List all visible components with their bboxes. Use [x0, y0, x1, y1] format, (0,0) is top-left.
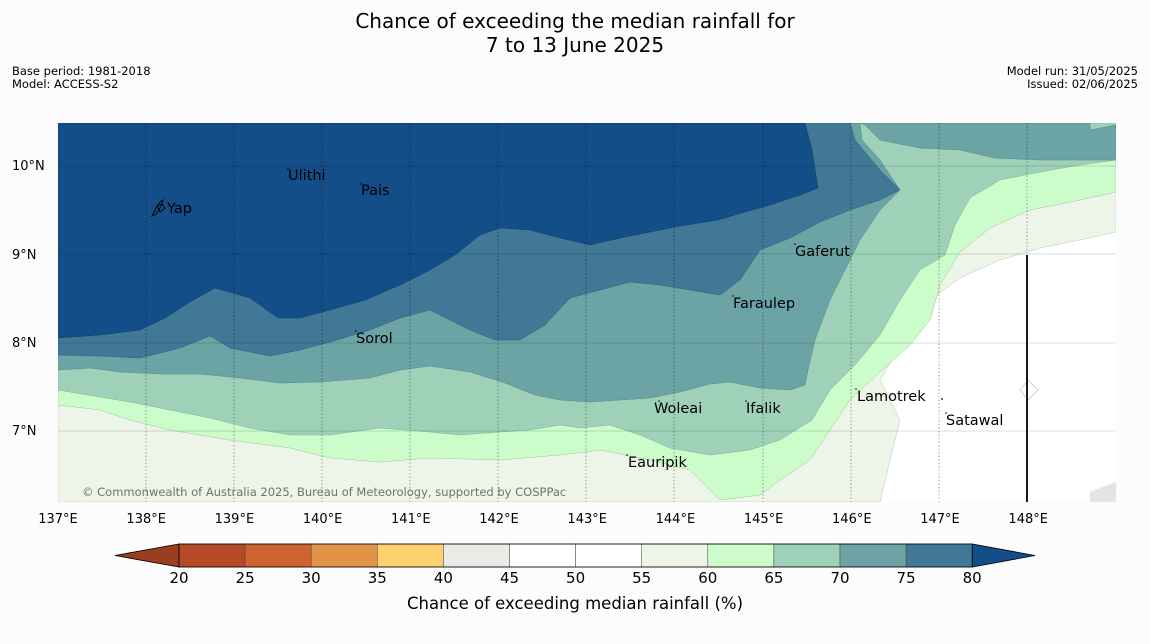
- lon-label-3: 140°E: [303, 512, 343, 527]
- colorbar-frame: [178, 543, 973, 568]
- colorbar-tick-1: 25: [236, 569, 255, 587]
- chart-title: Chance of exceeding the median rainfall …: [0, 9, 1150, 57]
- lon-label-11: 148°E: [1008, 512, 1048, 527]
- place-faraulep: Faraulep: [733, 296, 795, 312]
- lon-label-8: 145°E: [744, 512, 784, 527]
- colorbar-tick-6: 50: [566, 569, 585, 587]
- place-sorol: Sorol: [356, 331, 393, 347]
- colorbar-extend-low: [114, 543, 180, 568]
- colorbar-tick-9: 65: [764, 569, 783, 587]
- colorbar-tick-5: 45: [500, 569, 519, 587]
- colorbar-tick-11: 75: [897, 569, 916, 587]
- place-eauripik: Eauripik: [628, 455, 687, 471]
- lon-label-1: 138°E: [126, 512, 166, 527]
- colorbar-segment-6: [575, 543, 642, 568]
- colorbar-segment-8: [707, 543, 775, 568]
- lon-axis-labels: 137°E 138°E 139°E 140°E 141°E 142°E 143°E 144°E…: [38, 512, 1048, 527]
- lat-gridlines: [58, 165, 1116, 432]
- title-line-2: 7 to 13 June 2025: [485, 33, 665, 57]
- colorbar-segment-0: [178, 543, 246, 568]
- colorbar-segment-7: [641, 543, 709, 568]
- lon-label-2: 139°E: [215, 512, 255, 527]
- place-ulithi: Ulithi: [288, 168, 326, 184]
- place-ifalik: Ifalik: [746, 401, 781, 417]
- place-lamotrek: Lamotrek: [857, 389, 926, 405]
- base-info: Base period: 1981-2018 Model: ACCESS-S2: [12, 65, 151, 91]
- colorbar: 20 25 30 35 40 45 50 55 60 65 70 75 80: [114, 543, 1036, 587]
- lon-label-6: 143°E: [567, 512, 607, 527]
- model-run: Model run: 31/05/2025: [1006, 64, 1138, 78]
- place-gaferut: Gaferut: [795, 244, 850, 260]
- lat-label-2: 8°N: [12, 336, 37, 351]
- place-labels: Ulithi Pais Yap Gaferut Faraulep Sorol L…: [166, 168, 1003, 471]
- colorbar-segment-11: [905, 543, 973, 568]
- lat-axis-labels: 10°N 9°N 8°N 7°N: [12, 159, 45, 439]
- colorbar-segment-4: [443, 543, 510, 568]
- lon-label-9: 146°E: [832, 512, 872, 527]
- yap-island-icon: [150, 198, 166, 218]
- colorbar-segment-3: [377, 543, 444, 568]
- colorbar-extend-high: [971, 543, 1036, 568]
- colorbar-tick-2: 30: [302, 569, 321, 587]
- lat-label-3: 7°N: [12, 424, 37, 439]
- colorbar-segment-5: [509, 543, 576, 568]
- copyright-note: © Commonwealth of Australia 2025, Bureau…: [82, 485, 566, 499]
- lon-label-7: 144°E: [656, 512, 696, 527]
- colorbar-segment-2: [310, 543, 378, 568]
- colorbar-segment-10: [839, 543, 907, 568]
- title-line-1: Chance of exceeding the median rainfall …: [355, 9, 795, 33]
- lon-label-4: 141°E: [391, 512, 431, 527]
- issued-date: Issued: 02/06/2025: [1027, 77, 1138, 91]
- colorbar-tick-8: 60: [698, 569, 717, 587]
- lat-label-0: 10°N: [12, 159, 45, 174]
- colorbar-tick-0: 20: [169, 569, 188, 587]
- place-yap: Yap: [166, 201, 192, 217]
- colorbar-tick-3: 35: [368, 569, 387, 587]
- contour-fill: [58, 123, 1116, 502]
- run-info: Model run: 31/05/2025 Issued: 02/06/2025: [1007, 65, 1138, 91]
- colorbar-tick-4: 40: [434, 569, 453, 587]
- lon-label-5: 142°E: [479, 512, 519, 527]
- colorbar-segment-9: [773, 543, 841, 568]
- colorbar-tick-12: 80: [963, 569, 982, 587]
- colorbar-tick-10: 70: [830, 569, 849, 587]
- place-satawal: Satawal: [946, 413, 1003, 429]
- colorbar-tick-7: 55: [632, 569, 651, 587]
- lat-label-1: 9°N: [12, 248, 37, 263]
- place-woleai: Woleai: [654, 401, 702, 417]
- base-period: Base period: 1981-2018: [12, 64, 151, 78]
- lon-label-0: 137°E: [38, 512, 78, 527]
- model-name: Model: ACCESS-S2: [12, 77, 119, 91]
- colorbar-label: Chance of exceeding median rainfall (%): [406, 594, 744, 613]
- place-pais: Pais: [361, 183, 390, 199]
- lon-label-10: 147°E: [920, 512, 960, 527]
- colorbar-segment-1: [244, 543, 312, 568]
